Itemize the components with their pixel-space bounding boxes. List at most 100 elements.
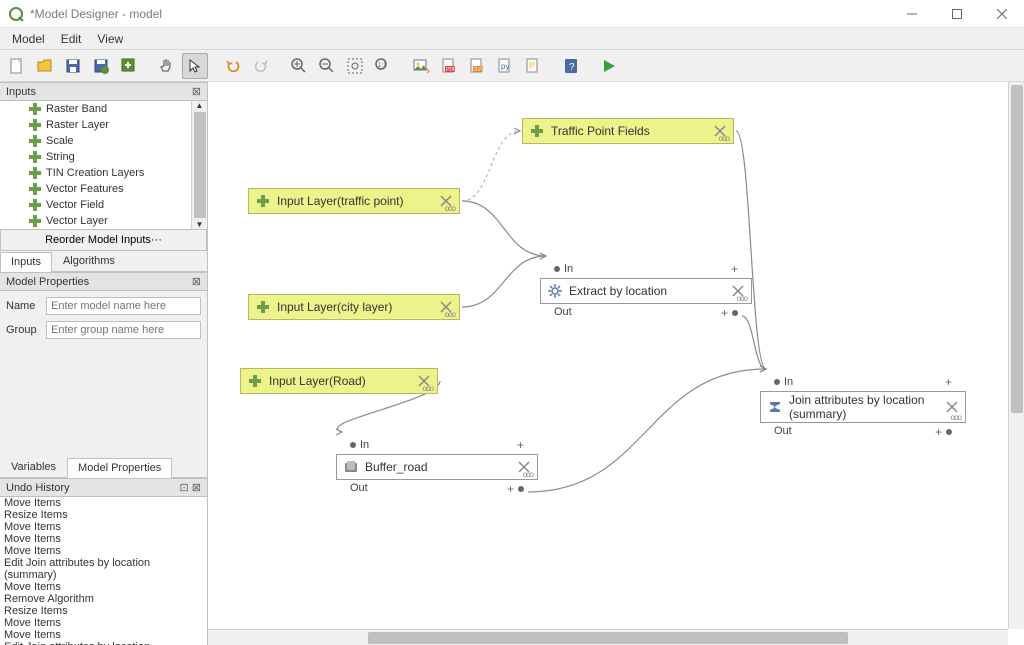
node-handle-icon[interactable]: ooo: [719, 134, 729, 143]
undo-item[interactable]: Edit Join attributes by location (summar…: [0, 557, 207, 581]
window-title: *Model Designer - model: [30, 7, 162, 21]
node-close-icon[interactable]: [945, 400, 959, 414]
undo-item[interactable]: Move Items: [0, 629, 207, 641]
svg-text:SVG: SVG: [474, 67, 485, 73]
node-handle-icon[interactable]: ooo: [445, 204, 455, 213]
add-in-port-icon[interactable]: +: [731, 262, 738, 276]
undo-item[interactable]: Move Items: [0, 521, 207, 533]
tab-variables[interactable]: Variables: [0, 457, 67, 477]
tab-inputs[interactable]: Inputs: [0, 252, 52, 272]
undo-item[interactable]: Remove Algorithm: [0, 593, 207, 605]
maximize-button[interactable]: [934, 0, 979, 28]
pan-icon[interactable]: [154, 53, 180, 79]
undo-icon[interactable]: [220, 53, 246, 79]
tab-algorithms[interactable]: Algorithms: [52, 251, 126, 271]
menu-model[interactable]: Model: [4, 30, 53, 48]
input-node[interactable]: Traffic Point Fieldsooo: [522, 118, 734, 144]
canvas-scrollbar-h[interactable]: [208, 629, 1008, 645]
redo-icon[interactable]: [248, 53, 274, 79]
plus-icon: [28, 198, 42, 212]
export-python-icon[interactable]: py: [492, 53, 518, 79]
export-image-icon[interactable]: [408, 53, 434, 79]
node-handle-icon[interactable]: ooo: [523, 470, 533, 479]
export-pdf-icon[interactable]: PDF: [436, 53, 462, 79]
tab-model-properties[interactable]: Model Properties: [67, 458, 172, 478]
add-in-port-icon[interactable]: +: [517, 438, 524, 452]
undo-item[interactable]: Move Items: [0, 497, 207, 509]
undo-item[interactable]: Resize Items: [0, 605, 207, 617]
select-icon[interactable]: [182, 53, 208, 79]
plus-icon: [28, 182, 42, 196]
input-types-tree: Raster BandRaster LayerScaleStringTIN Cr…: [0, 101, 207, 229]
zoom-out-icon[interactable]: [314, 53, 340, 79]
undo-item[interactable]: Move Items: [0, 545, 207, 557]
minimize-button[interactable]: [889, 0, 934, 28]
panel-close-icon[interactable]: ⊠: [192, 275, 201, 288]
zoom-100-icon[interactable]: 1:1: [370, 53, 396, 79]
export-script-icon[interactable]: [520, 53, 546, 79]
input-type-item[interactable]: Vector Field: [0, 197, 207, 213]
close-button[interactable]: [979, 0, 1024, 28]
zoom-fit-icon[interactable]: [342, 53, 368, 79]
tree-scrollbar[interactable]: ▲▼: [191, 101, 207, 229]
input-type-item[interactable]: Vector Features: [0, 181, 207, 197]
plus-icon: [247, 373, 263, 389]
svg-text:1:1: 1:1: [378, 63, 387, 69]
zoom-in-icon[interactable]: [286, 53, 312, 79]
add-in-port-icon[interactable]: +: [945, 375, 952, 389]
undo-item[interactable]: Move Items: [0, 581, 207, 593]
save-project-icon[interactable]: [88, 53, 114, 79]
gear-icon: [547, 283, 563, 299]
undo-title: Undo History: [6, 482, 70, 494]
add-out-port-icon[interactable]: +: [721, 306, 728, 320]
panel-close-icon[interactable]: ⊠: [192, 85, 201, 98]
new-icon[interactable]: [4, 53, 30, 79]
algorithm-node[interactable]: In+Join attributes by location (summary)…: [760, 375, 966, 439]
node-label: Join attributes by location (summary): [789, 393, 939, 421]
add-out-port-icon[interactable]: +: [935, 425, 942, 439]
algorithm-node[interactable]: In+Extract by locationoooOut+: [540, 262, 752, 320]
input-node[interactable]: Input Layer(traffic point)ooo: [248, 188, 460, 214]
panel-restore-icon[interactable]: ⊡: [180, 482, 189, 494]
panel-close-icon[interactable]: ⊠: [192, 482, 201, 494]
input-type-item[interactable]: Raster Band: [0, 101, 207, 117]
input-node[interactable]: Input Layer(city layer)ooo: [248, 294, 460, 320]
model-properties-panel: Model Properties ⊠ Name Group Variables …: [0, 272, 207, 478]
node-handle-icon[interactable]: ooo: [445, 310, 455, 319]
reorder-inputs-button[interactable]: Reorder Model Inputs···: [0, 229, 207, 251]
open-icon[interactable]: [32, 53, 58, 79]
undo-item[interactable]: Move Items: [0, 617, 207, 629]
input-type-item[interactable]: String: [0, 149, 207, 165]
menubar: Model Edit View: [0, 28, 1024, 50]
input-type-item[interactable]: Raster Layer: [0, 117, 207, 133]
save-icon[interactable]: [60, 53, 86, 79]
input-type-item[interactable]: Scale: [0, 133, 207, 149]
save-as-icon[interactable]: [116, 53, 142, 79]
model-props-title: Model Properties: [6, 276, 89, 288]
plus-icon: [255, 299, 271, 315]
plus-icon: [255, 193, 271, 209]
undo-item[interactable]: Edit Join attributes by location (summar…: [0, 641, 207, 645]
model-name-input[interactable]: [46, 297, 201, 315]
node-handle-icon[interactable]: ooo: [951, 413, 961, 422]
node-handle-icon[interactable]: ooo: [423, 384, 433, 393]
menu-edit[interactable]: Edit: [53, 30, 90, 48]
input-type-item[interactable]: Vector Layer: [0, 213, 207, 229]
help-icon[interactable]: ?: [558, 53, 584, 79]
undo-item[interactable]: Move Items: [0, 533, 207, 545]
canvas-scrollbar-v[interactable]: [1008, 82, 1024, 629]
canvas[interactable]: Traffic Point Fieldsooo Input Layer(traff…: [208, 82, 1024, 645]
model-group-input[interactable]: [46, 321, 201, 339]
undo-item[interactable]: Resize Items: [0, 509, 207, 521]
titlebar: *Model Designer - model: [0, 0, 1024, 28]
node-label: Input Layer(Road): [269, 374, 411, 388]
run-icon[interactable]: [596, 53, 622, 79]
menu-view[interactable]: View: [89, 30, 131, 48]
export-svg-icon[interactable]: SVG: [464, 53, 490, 79]
node-handle-icon[interactable]: ooo: [737, 294, 747, 303]
add-out-port-icon[interactable]: +: [507, 482, 514, 496]
input-node[interactable]: Input Layer(Road) ooo: [240, 368, 438, 394]
algorithm-node[interactable]: In+Buffer_roadoooOut+: [336, 438, 538, 496]
input-type-item[interactable]: TIN Creation Layers: [0, 165, 207, 181]
group-label: Group: [6, 324, 40, 336]
